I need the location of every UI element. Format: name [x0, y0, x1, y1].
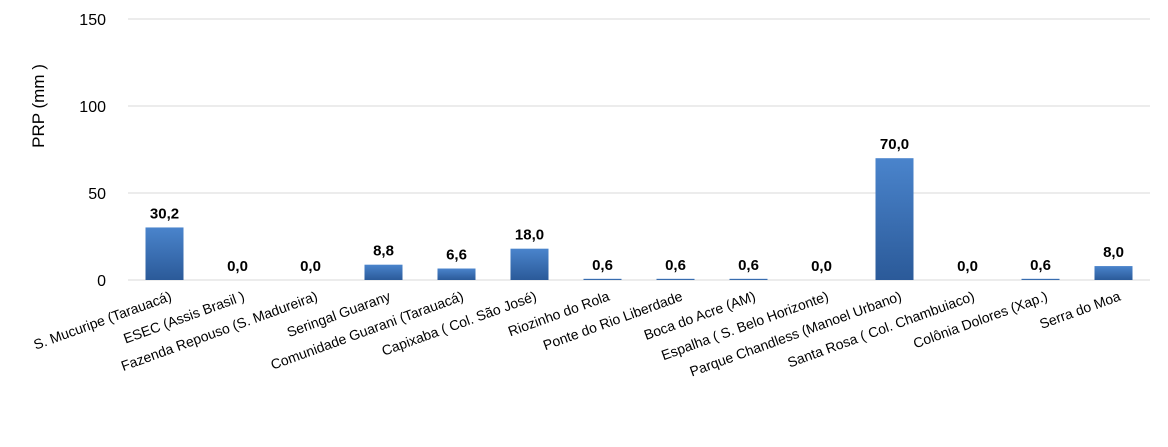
bar	[437, 268, 476, 280]
data-label: 0,0	[300, 258, 321, 275]
bar	[656, 278, 695, 280]
y-tick-label: 100	[79, 99, 106, 116]
x-axis-category-labels: S. Mucuripe (Tarauacá)ESEC (Assis Brasil…	[31, 288, 1122, 380]
data-label: 0,6	[1030, 257, 1051, 274]
data-label: 0,6	[592, 257, 613, 274]
bar	[729, 278, 768, 280]
bar	[875, 158, 914, 280]
data-labels: 30,2 0,0 0,0 8,8 6,6 18,0 0,6 0,6 0,6 0,0 70,0 0,0 0…	[150, 136, 1124, 275]
data-label: 30,2	[150, 205, 179, 222]
bars	[145, 158, 1133, 280]
bar	[510, 248, 549, 280]
data-label: 0,6	[738, 257, 759, 274]
bar	[145, 227, 184, 280]
data-label: 18,0	[515, 227, 544, 244]
data-label: 8,8	[373, 243, 394, 260]
y-tick-label: 50	[88, 186, 106, 203]
y-tick-label: 150	[79, 12, 106, 29]
data-label: 0,0	[811, 258, 832, 275]
data-label: 0,6	[665, 257, 686, 274]
data-label: 0,0	[957, 258, 978, 275]
data-label: 8,0	[1103, 244, 1124, 261]
bar	[1021, 278, 1060, 280]
y-tick-label: 0	[97, 273, 106, 290]
data-label: 6,6	[446, 247, 467, 264]
x-category-label: Serra do Moa	[1037, 288, 1122, 332]
y-axis-title: PRP (mm )	[29, 64, 48, 148]
data-label: 70,0	[880, 136, 909, 153]
x-category-label: Colônia Dolores (Xap.)	[911, 288, 1050, 351]
bar	[1094, 266, 1133, 280]
bar	[583, 278, 622, 280]
bar	[364, 264, 403, 280]
gridlines	[128, 18, 1150, 281]
data-label: 0,0	[227, 258, 248, 275]
y-axis-ticks: 0 50 100 150	[79, 12, 106, 290]
